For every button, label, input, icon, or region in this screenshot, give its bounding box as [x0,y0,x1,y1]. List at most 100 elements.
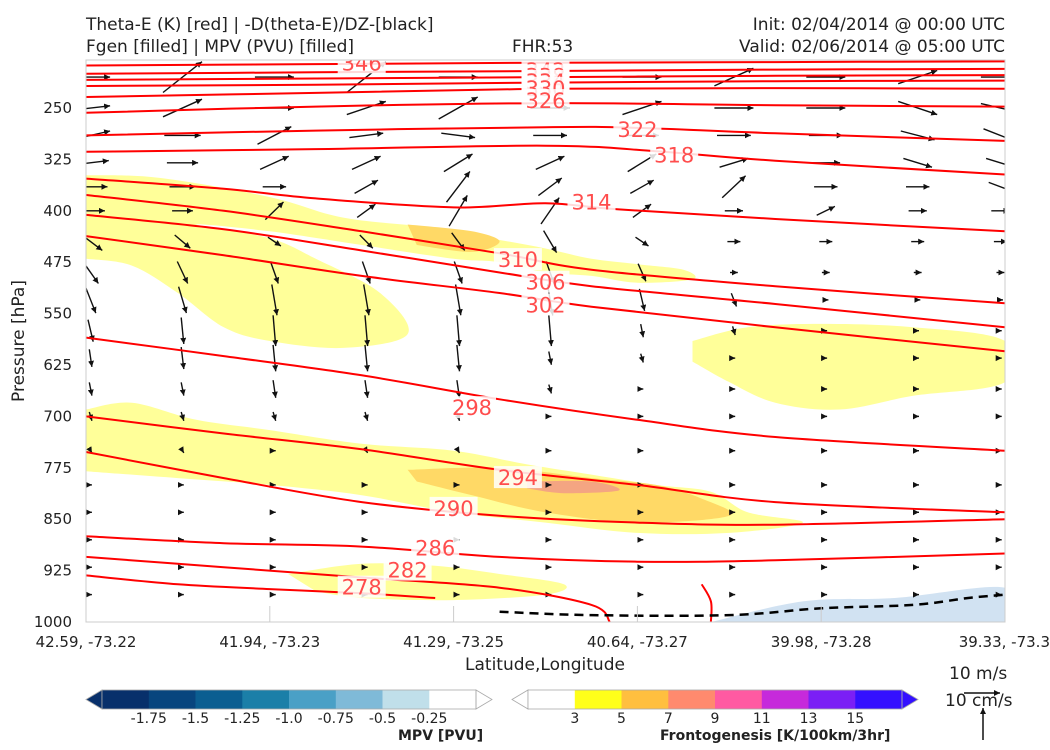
x-tick-label: 39.98, -73.28 [771,633,872,651]
wind-vector [86,264,99,284]
theta-e-label-bg [493,466,542,489]
mpv-colorbar-tick: -1.5 [182,711,209,727]
y-tick-label: 400 [43,202,72,220]
wind-vector [86,103,111,110]
fgen-region-1 [692,323,1005,410]
wind-vector [639,323,646,338]
theta-e-label-bg [521,293,570,316]
scale-label-vertical: 10 cm/s [945,691,1013,711]
theta-e-label-298: 298 [452,396,492,420]
theta-e-label-294: 294 [498,466,538,490]
theta-e-contour-298 [86,336,1005,452]
wind-vector [346,100,387,116]
wind-vector [638,353,645,363]
title-line-2: Fgen [filled] | MPV (PVU) [filled] [86,37,355,57]
theta-e-label-322: 322 [617,118,657,142]
fgen-colorbar: 3 5 7 9 11 13 15 [511,689,919,727]
theta-e-label-302: 302 [525,293,565,317]
forecast-hour: FHR:53 [512,37,574,57]
y-tick-label: 475 [43,253,72,271]
wind-vector [453,446,461,454]
wind-vector [897,100,938,116]
wind-vector [363,380,370,398]
wind-vector [988,181,1005,190]
wind-vector [162,61,203,94]
fgen-colorbar-swatch [621,690,669,709]
wind-vector [354,179,379,195]
mpv-colorbar-label: MPV [PVU] [398,728,484,744]
wind-vector [535,155,565,171]
y-tick-label: 700 [43,407,72,425]
wind-vector [272,315,279,347]
wind-vector [88,349,94,368]
plot-frame [85,59,1006,623]
fgen-colorbar-swatch [528,690,576,709]
wind-vector [455,380,462,398]
stability-dashed-line [499,593,1005,618]
wind-vector [721,175,747,199]
mpv-colorbar-swatch [242,690,290,709]
theta-e-label-314: 314 [571,191,611,215]
theta-e-label-318: 318 [654,143,694,167]
wind-vector [629,179,655,195]
wind-vector [361,261,372,284]
theta-e-contour-302 [86,235,1005,353]
wind-vector [179,411,185,421]
mpv-colorbar-frame [101,689,477,710]
vector-scale-key [964,690,1000,740]
fgen-colorbar-tick: 15 [846,711,864,727]
theta-e-label-bg [521,89,570,112]
wind-vector [271,284,279,316]
theta-e-label-bg [493,248,542,271]
wind-vector [985,157,1005,165]
mpv-colorbar-tick: -0.75 [318,711,354,727]
wind-vector [271,411,277,421]
fgen-region-0 [86,175,696,349]
wind-vector [180,317,187,344]
theta-e-label-bg [411,536,460,559]
wind-vector [269,261,280,284]
fgen-colorbar-extend-high [901,689,919,710]
y-tick-label: 550 [43,305,72,323]
scale-label-horizontal: 10 m/s [949,664,1008,684]
wind-vector [363,411,369,421]
wind-vector [719,157,749,168]
valid-time: Valid: 02/06/2014 @ 05:00 UTC [739,37,1005,57]
wind-vector [257,125,292,145]
theta-e-contour-322 [86,125,1005,142]
wind-vector [438,96,479,120]
title-line-1: Theta-E (K) [red] | -D(theta-E)/DZ-[blac… [86,15,434,35]
wind-vector [455,344,462,372]
x-tick-label: 41.29, -73.25 [403,633,504,651]
theta-e-label-278: 278 [342,576,382,600]
theta-e-label-326: 326 [525,89,565,113]
theta-e-label-bg [448,396,496,419]
mpv-colorbar-extend-low [85,689,103,710]
fgen-colorbar-swatch [761,690,810,709]
theta-e-label-bg [337,60,386,74]
wind-vector [86,158,109,165]
wind-vector [635,236,649,247]
wind-vector [272,344,279,372]
wind-vector [356,203,376,218]
x-axis-label: Latitude,Longitude [465,655,625,675]
wind-vector [448,195,468,227]
theta-e-label-bg [567,190,616,213]
theta-e-label-bg [650,143,699,166]
theta-e-contour-290 [86,451,1005,526]
wind-vector [177,286,188,314]
wind-vectors [86,61,1005,598]
fgen-colorbar-swatch [715,690,763,709]
x-axis-ticks: 42.59, -73.22 41.94, -73.23 41.29, -73.25 4… [36,606,1050,651]
fgen-colorbar-extend-low [511,689,529,710]
mpv-colorbar-swatch [289,690,337,709]
wind-vector [537,177,563,197]
wind-vector [179,382,186,396]
wind-vector [267,236,282,247]
wind-vector [86,286,97,314]
fgen-colorbar-swatch [668,690,716,709]
fgen-colorbar-frame [527,689,903,710]
wind-vector [456,315,462,347]
x-tick-label: 41.94, -73.23 [219,633,320,651]
wind-vector [359,234,374,249]
